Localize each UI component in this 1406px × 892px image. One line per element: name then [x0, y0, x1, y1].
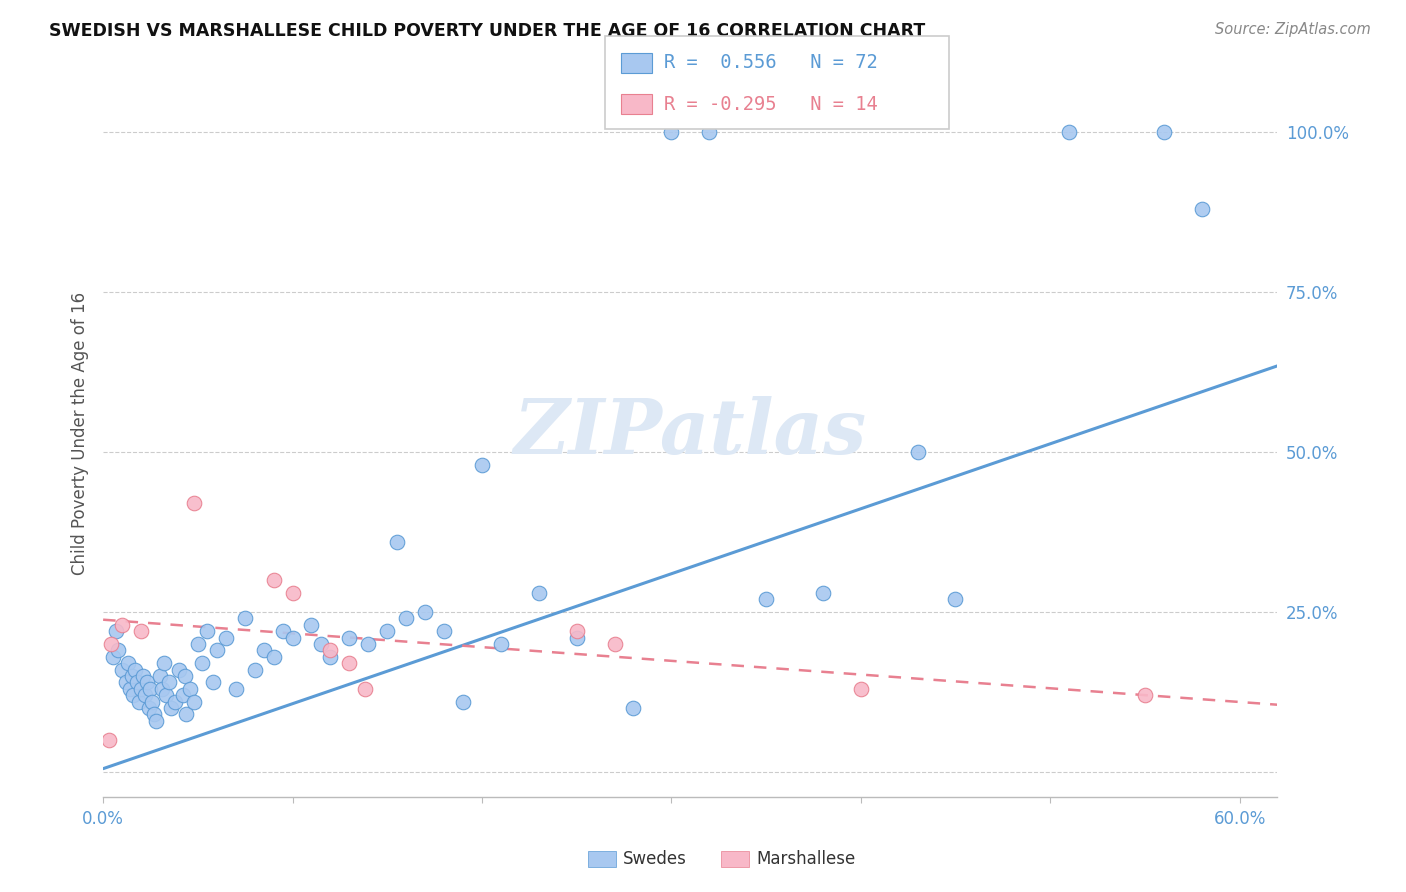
Point: [1133, 688, 1156, 702]
Point: [145, 714, 167, 728]
Point: [357, 637, 380, 651]
Text: Swedes: Swedes: [623, 850, 686, 868]
Point: [281, 586, 304, 600]
Point: [301, 617, 323, 632]
Point: [129, 624, 152, 639]
Point: [159, 675, 181, 690]
Point: [143, 707, 166, 722]
Text: Marshallese: Marshallese: [756, 850, 856, 868]
Point: [179, 681, 201, 696]
Point: [183, 496, 205, 510]
Point: [187, 637, 209, 651]
Point: [263, 649, 285, 664]
Point: [697, 125, 720, 139]
Point: [375, 624, 398, 639]
Point: [107, 643, 129, 657]
Point: [433, 624, 456, 639]
Point: [451, 694, 474, 708]
Point: [1191, 202, 1213, 217]
Point: [115, 675, 138, 690]
Point: [134, 688, 156, 702]
Point: [225, 681, 247, 696]
Point: [111, 617, 134, 632]
Point: [243, 663, 266, 677]
Point: [215, 631, 238, 645]
Point: [603, 637, 626, 651]
Point: [160, 701, 183, 715]
Point: [755, 592, 778, 607]
Point: [565, 624, 588, 639]
Text: ZIPatlas: ZIPatlas: [513, 396, 868, 470]
Point: [138, 701, 160, 715]
Text: R =  0.556   N = 72: R = 0.556 N = 72: [664, 54, 877, 72]
Point: [190, 656, 212, 670]
Point: [121, 669, 143, 683]
Point: [127, 675, 149, 690]
Point: [945, 592, 967, 607]
Point: [281, 631, 304, 645]
Point: [152, 656, 174, 670]
Point: [319, 649, 342, 664]
Point: [253, 643, 276, 657]
Point: [122, 688, 145, 702]
Point: [105, 624, 128, 639]
Point: [172, 688, 194, 702]
Point: [353, 681, 375, 696]
Point: [129, 681, 152, 696]
Point: [150, 681, 173, 696]
Point: [155, 688, 177, 702]
Point: [173, 669, 195, 683]
Point: [201, 675, 224, 690]
Point: [271, 624, 294, 639]
Point: [337, 656, 360, 670]
Point: [319, 643, 342, 657]
Point: [128, 694, 150, 708]
Point: [141, 694, 163, 708]
Point: [661, 125, 683, 139]
Point: [337, 631, 360, 645]
Y-axis label: Child Poverty Under the Age of 16: Child Poverty Under the Age of 16: [72, 292, 89, 574]
Point: [176, 707, 198, 722]
Point: [205, 643, 228, 657]
Point: [1057, 125, 1080, 139]
Point: [309, 637, 332, 651]
Point: [132, 669, 155, 683]
Point: [527, 586, 550, 600]
Point: [395, 611, 418, 625]
Point: [907, 445, 929, 459]
Point: [811, 586, 834, 600]
Point: [117, 656, 139, 670]
Text: Source: ZipAtlas.com: Source: ZipAtlas.com: [1215, 22, 1371, 37]
Point: [413, 605, 436, 619]
Point: [139, 681, 162, 696]
Point: [623, 701, 645, 715]
Point: [489, 637, 512, 651]
Point: [849, 681, 872, 696]
Point: [118, 681, 141, 696]
Point: [149, 669, 172, 683]
Point: [195, 624, 218, 639]
Point: [100, 637, 122, 651]
Point: [135, 675, 157, 690]
Point: [111, 663, 134, 677]
Point: [565, 631, 588, 645]
Point: [183, 694, 205, 708]
Point: [385, 534, 408, 549]
Text: SWEDISH VS MARSHALLESE CHILD POVERTY UNDER THE AGE OF 16 CORRELATION CHART: SWEDISH VS MARSHALLESE CHILD POVERTY UND…: [49, 22, 925, 40]
Text: R = -0.295   N = 14: R = -0.295 N = 14: [664, 95, 877, 113]
Point: [233, 611, 256, 625]
Point: [167, 663, 190, 677]
Point: [97, 732, 120, 747]
Point: [263, 573, 285, 587]
Point: [165, 694, 187, 708]
Point: [1153, 125, 1175, 139]
Point: [471, 458, 494, 472]
Point: [101, 649, 124, 664]
Point: [124, 663, 146, 677]
